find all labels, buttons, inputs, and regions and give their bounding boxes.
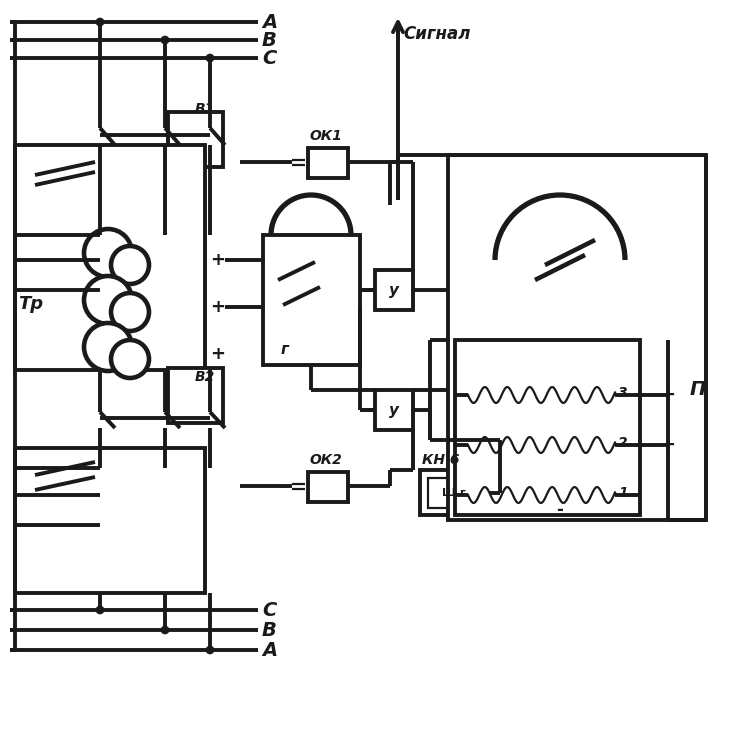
Text: у: у [389, 282, 399, 297]
Bar [455, 340, 640, 515]
Text: +: + [210, 345, 226, 363]
Text: П: П [690, 380, 707, 399]
Text: В: В [262, 31, 277, 49]
Text: В2: В2 [195, 370, 215, 384]
Text: 2: 2 [618, 436, 628, 450]
Text: +: + [661, 386, 675, 404]
Text: Сигнал: Сигнал [403, 25, 470, 43]
Circle shape [161, 626, 169, 634]
Bar [308, 148, 348, 178]
Text: у: у [389, 402, 399, 417]
Text: В: В [262, 621, 277, 639]
Text: 3: 3 [618, 386, 628, 400]
Text: -: - [281, 153, 289, 173]
Text: Тр: Тр [18, 295, 43, 313]
Text: -: - [281, 477, 289, 497]
Text: Ш.г: Ш.г [442, 488, 466, 498]
Bar [375, 390, 413, 430]
Bar [448, 155, 706, 520]
Bar [428, 478, 480, 508]
Text: -: - [556, 501, 564, 519]
Text: А: А [262, 13, 277, 31]
Text: В1: В1 [195, 102, 215, 116]
Text: +: + [210, 298, 226, 316]
Text: С: С [262, 48, 276, 68]
Circle shape [84, 229, 132, 277]
Text: ОК1: ОК1 [310, 129, 343, 143]
Circle shape [111, 246, 149, 284]
Bar [375, 270, 413, 310]
Text: А: А [262, 641, 277, 659]
Text: ОК2: ОК2 [310, 453, 343, 467]
Text: 1: 1 [618, 486, 628, 500]
Circle shape [96, 606, 104, 614]
Bar [168, 368, 223, 423]
Text: +: + [661, 436, 675, 454]
Bar [420, 470, 490, 515]
Bar [15, 448, 205, 593]
Circle shape [84, 276, 132, 324]
Text: г: г [281, 342, 289, 357]
Bar [308, 472, 348, 502]
Text: +: + [210, 251, 226, 269]
Circle shape [161, 36, 169, 44]
Bar [168, 112, 223, 167]
Circle shape [96, 18, 104, 26]
Bar [263, 235, 360, 365]
Circle shape [206, 54, 214, 62]
Circle shape [84, 323, 132, 371]
Text: КН 6: КН 6 [422, 453, 459, 467]
Text: С: С [262, 600, 276, 620]
Circle shape [111, 340, 149, 378]
Circle shape [206, 646, 214, 654]
Circle shape [111, 293, 149, 331]
Bar [15, 145, 205, 370]
